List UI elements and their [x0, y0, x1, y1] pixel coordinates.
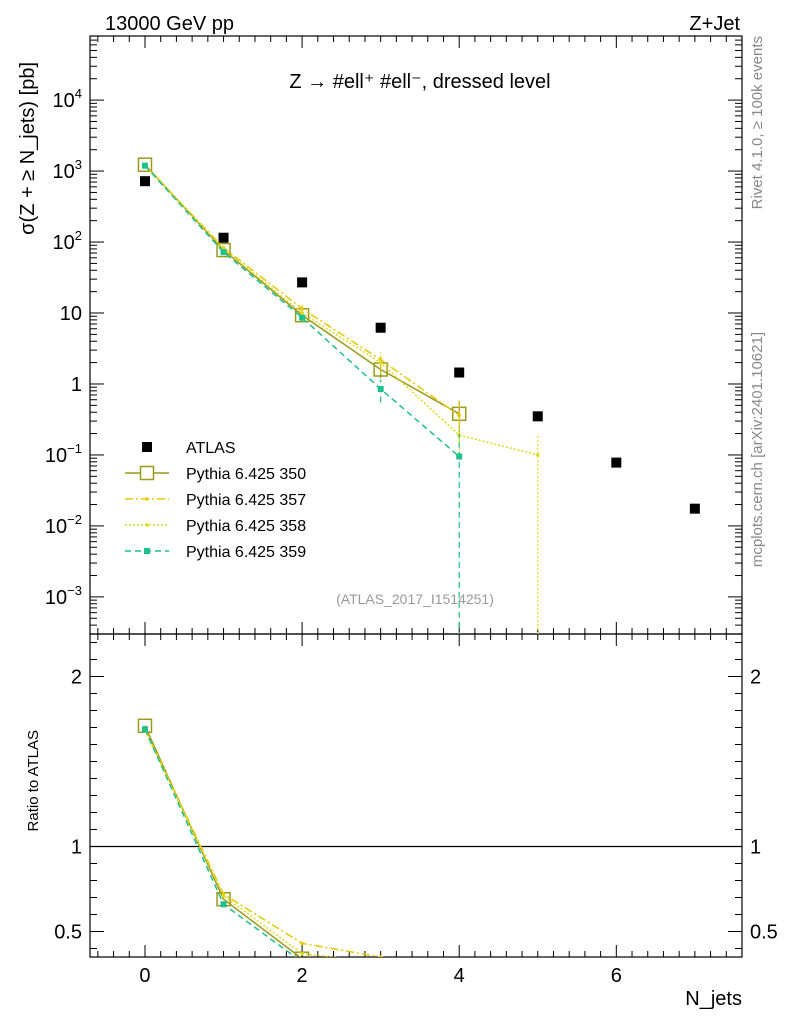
legend-label: Pythia 6.425 358 [186, 518, 306, 535]
analysis-label: (ATLAS_2017_I1514251) [336, 591, 494, 607]
data-point [532, 411, 543, 422]
data-point [611, 457, 622, 468]
ratio-series-point [378, 990, 384, 996]
header-left: 13000 GeV pp [105, 13, 234, 35]
y-tick-label: 103 [53, 157, 82, 183]
ratio-tick-label-right: 2 [750, 667, 761, 689]
series-point [457, 413, 462, 418]
ratio-series-point [374, 966, 387, 979]
header-right: Z+Jet [689, 13, 740, 35]
ratio-series-point [221, 894, 226, 898]
ratio-panel-frame [89, 633, 743, 958]
y-tick-label-base: 10 [45, 445, 67, 467]
ratio-series-point [300, 941, 304, 946]
series-point [216, 242, 231, 258]
series-point [378, 360, 383, 365]
ratio-tick-label-left: 0.5 [54, 922, 82, 944]
mcplots-label: mcplots.cern.ch [arXiv:2401.10621] [749, 332, 766, 567]
legend-label: Pythia 6.425 359 [186, 544, 306, 561]
y-tick-label: 1 [71, 374, 82, 396]
ratio-series-line [144, 730, 341, 957]
y-axis-label: σ(Z + ≥ N_jets) [pb] [17, 62, 39, 235]
ratio-tick-label-left: 1 [71, 837, 82, 859]
y-tick-label-base: 10 [53, 161, 75, 183]
y-tick-label-base: 10 [60, 303, 82, 325]
y-tick-label: 10−1 [45, 441, 82, 467]
ratio-series-point [300, 951, 304, 956]
y-tick-label-exponent: 3 [75, 157, 82, 172]
y-tick-label-base: 10 [45, 587, 67, 609]
y-tick-label-exponent: −1 [67, 441, 82, 456]
ratio-series-line [144, 728, 297, 957]
data-point [375, 322, 386, 333]
y-tick-label: 10−3 [45, 583, 82, 609]
ratio-series-point [457, 993, 461, 997]
x-tick-label: 4 [454, 965, 465, 987]
ratio-series-point [378, 955, 383, 957]
y-tick-label-exponent: 4 [75, 86, 82, 101]
rivet-version-label: Rivet 4.1.0, ≥ 100k events [749, 36, 766, 209]
ratio-series-point [456, 1002, 462, 1008]
x-tick-label: 0 [139, 965, 150, 987]
ratio-series-point [141, 726, 148, 733]
x-axis-label: N_jets [685, 988, 742, 1010]
series-line [144, 164, 538, 456]
series-point [220, 249, 227, 256]
series-line [144, 164, 460, 417]
y-tick-label: 10 [60, 303, 82, 325]
legend-label: ATLAS [186, 440, 236, 457]
legend-marker [142, 442, 152, 452]
legend-label: Pythia 6.425 350 [186, 466, 306, 483]
legend-label: Pythia 6.425 357 [186, 492, 306, 509]
series-point [141, 162, 148, 169]
series-point [377, 385, 384, 392]
x-tick-label: 6 [611, 965, 622, 987]
series-point [535, 453, 540, 457]
ratio-tick-label-right: 1 [750, 837, 761, 859]
y-tick-label-exponent: 2 [75, 228, 82, 243]
data-point [454, 367, 465, 378]
data-point [139, 176, 150, 187]
legend-marker [145, 497, 149, 501]
y-tick-label: 102 [53, 228, 82, 254]
ratio-series-point [379, 960, 383, 964]
series-point [299, 314, 306, 321]
data-point [218, 232, 229, 243]
y-tick-label-base: 1 [71, 374, 82, 396]
y-tick-label-base: 10 [53, 90, 75, 112]
x-tick-label: 2 [297, 965, 308, 987]
ratio-series-point [536, 967, 540, 971]
y-tick-label-base: 10 [53, 232, 75, 254]
series-line [144, 164, 460, 415]
chart-title: Z → #ell⁺ #ell⁻, dressed level [289, 71, 550, 93]
series-point [456, 453, 463, 460]
main-series-group [137, 157, 700, 634]
legend-marker [144, 548, 150, 554]
y-tick-label: 10−2 [45, 512, 82, 538]
ratio-series-line [144, 725, 302, 957]
ratio-tick-label-right: 0.5 [750, 922, 778, 944]
y-tick-label-exponent: −3 [67, 583, 82, 598]
data-point [689, 503, 700, 514]
ratio-series-point [220, 901, 227, 908]
series-point [137, 157, 153, 172]
ratio-y-axis-label: Ratio to ATLAS [25, 730, 42, 831]
data-point [297, 277, 308, 288]
legend-marker [145, 523, 149, 527]
series-point [300, 311, 304, 315]
y-tick-label-exponent: −2 [67, 512, 82, 527]
series-point [300, 306, 304, 311]
ratio-series-group [137, 718, 540, 1008]
y-tick-label-base: 10 [45, 516, 67, 538]
y-tick-label: 104 [53, 86, 82, 112]
legend-marker [139, 465, 155, 481]
ratio-tick-label-left: 2 [71, 667, 82, 689]
ratio-series-line [144, 728, 385, 957]
